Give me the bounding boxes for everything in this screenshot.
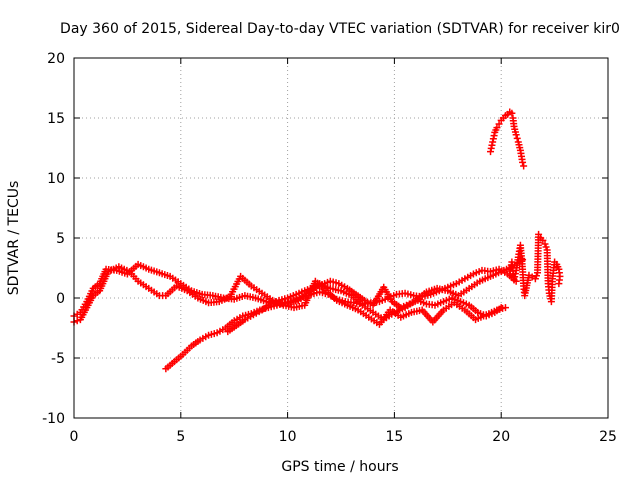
y-tick-label: 15 (47, 111, 65, 127)
chart-title: Day 360 of 2015, Sidereal Day-to-day VTE… (60, 21, 620, 37)
data-point-track-e (508, 109, 516, 117)
y-tick-label: 0 (56, 291, 65, 307)
data-point-track-f (555, 280, 563, 288)
x-tick-label: 20 (492, 429, 510, 445)
data-point-track-e (519, 158, 527, 166)
x-tick-label: 0 (70, 429, 79, 445)
data-point-track-e (520, 162, 528, 170)
x-tick-label: 5 (176, 429, 185, 445)
y-axis-label: SDTVAR / TECUs (6, 181, 22, 296)
x-tick-label: 25 (599, 429, 617, 445)
data-point-track-d (497, 304, 505, 312)
y-tick-label: 20 (47, 51, 65, 67)
data-point-track-e (513, 134, 521, 142)
data-point-track-e (495, 120, 503, 128)
data-point-track-e (512, 131, 520, 139)
data-point-track-f (535, 230, 543, 238)
x-tick-label: 15 (385, 429, 403, 445)
y-tick-label: 10 (47, 171, 65, 187)
x-tick-label: 10 (279, 429, 297, 445)
data-points (70, 108, 564, 373)
y-tick-label: 5 (56, 231, 65, 247)
data-point-track-e (493, 124, 501, 132)
ticks (73, 57, 609, 419)
tick-labels: 0 5 10 15 20 25 -10 -5 0 5 10 15 20 (42, 51, 617, 445)
data-point-track-b (73, 317, 81, 325)
x-axis-label: GPS time / hours (281, 459, 398, 475)
y-tick-label: -10 (42, 411, 65, 427)
y-tick-label: -5 (51, 351, 65, 367)
data-point-track-f (539, 236, 547, 244)
